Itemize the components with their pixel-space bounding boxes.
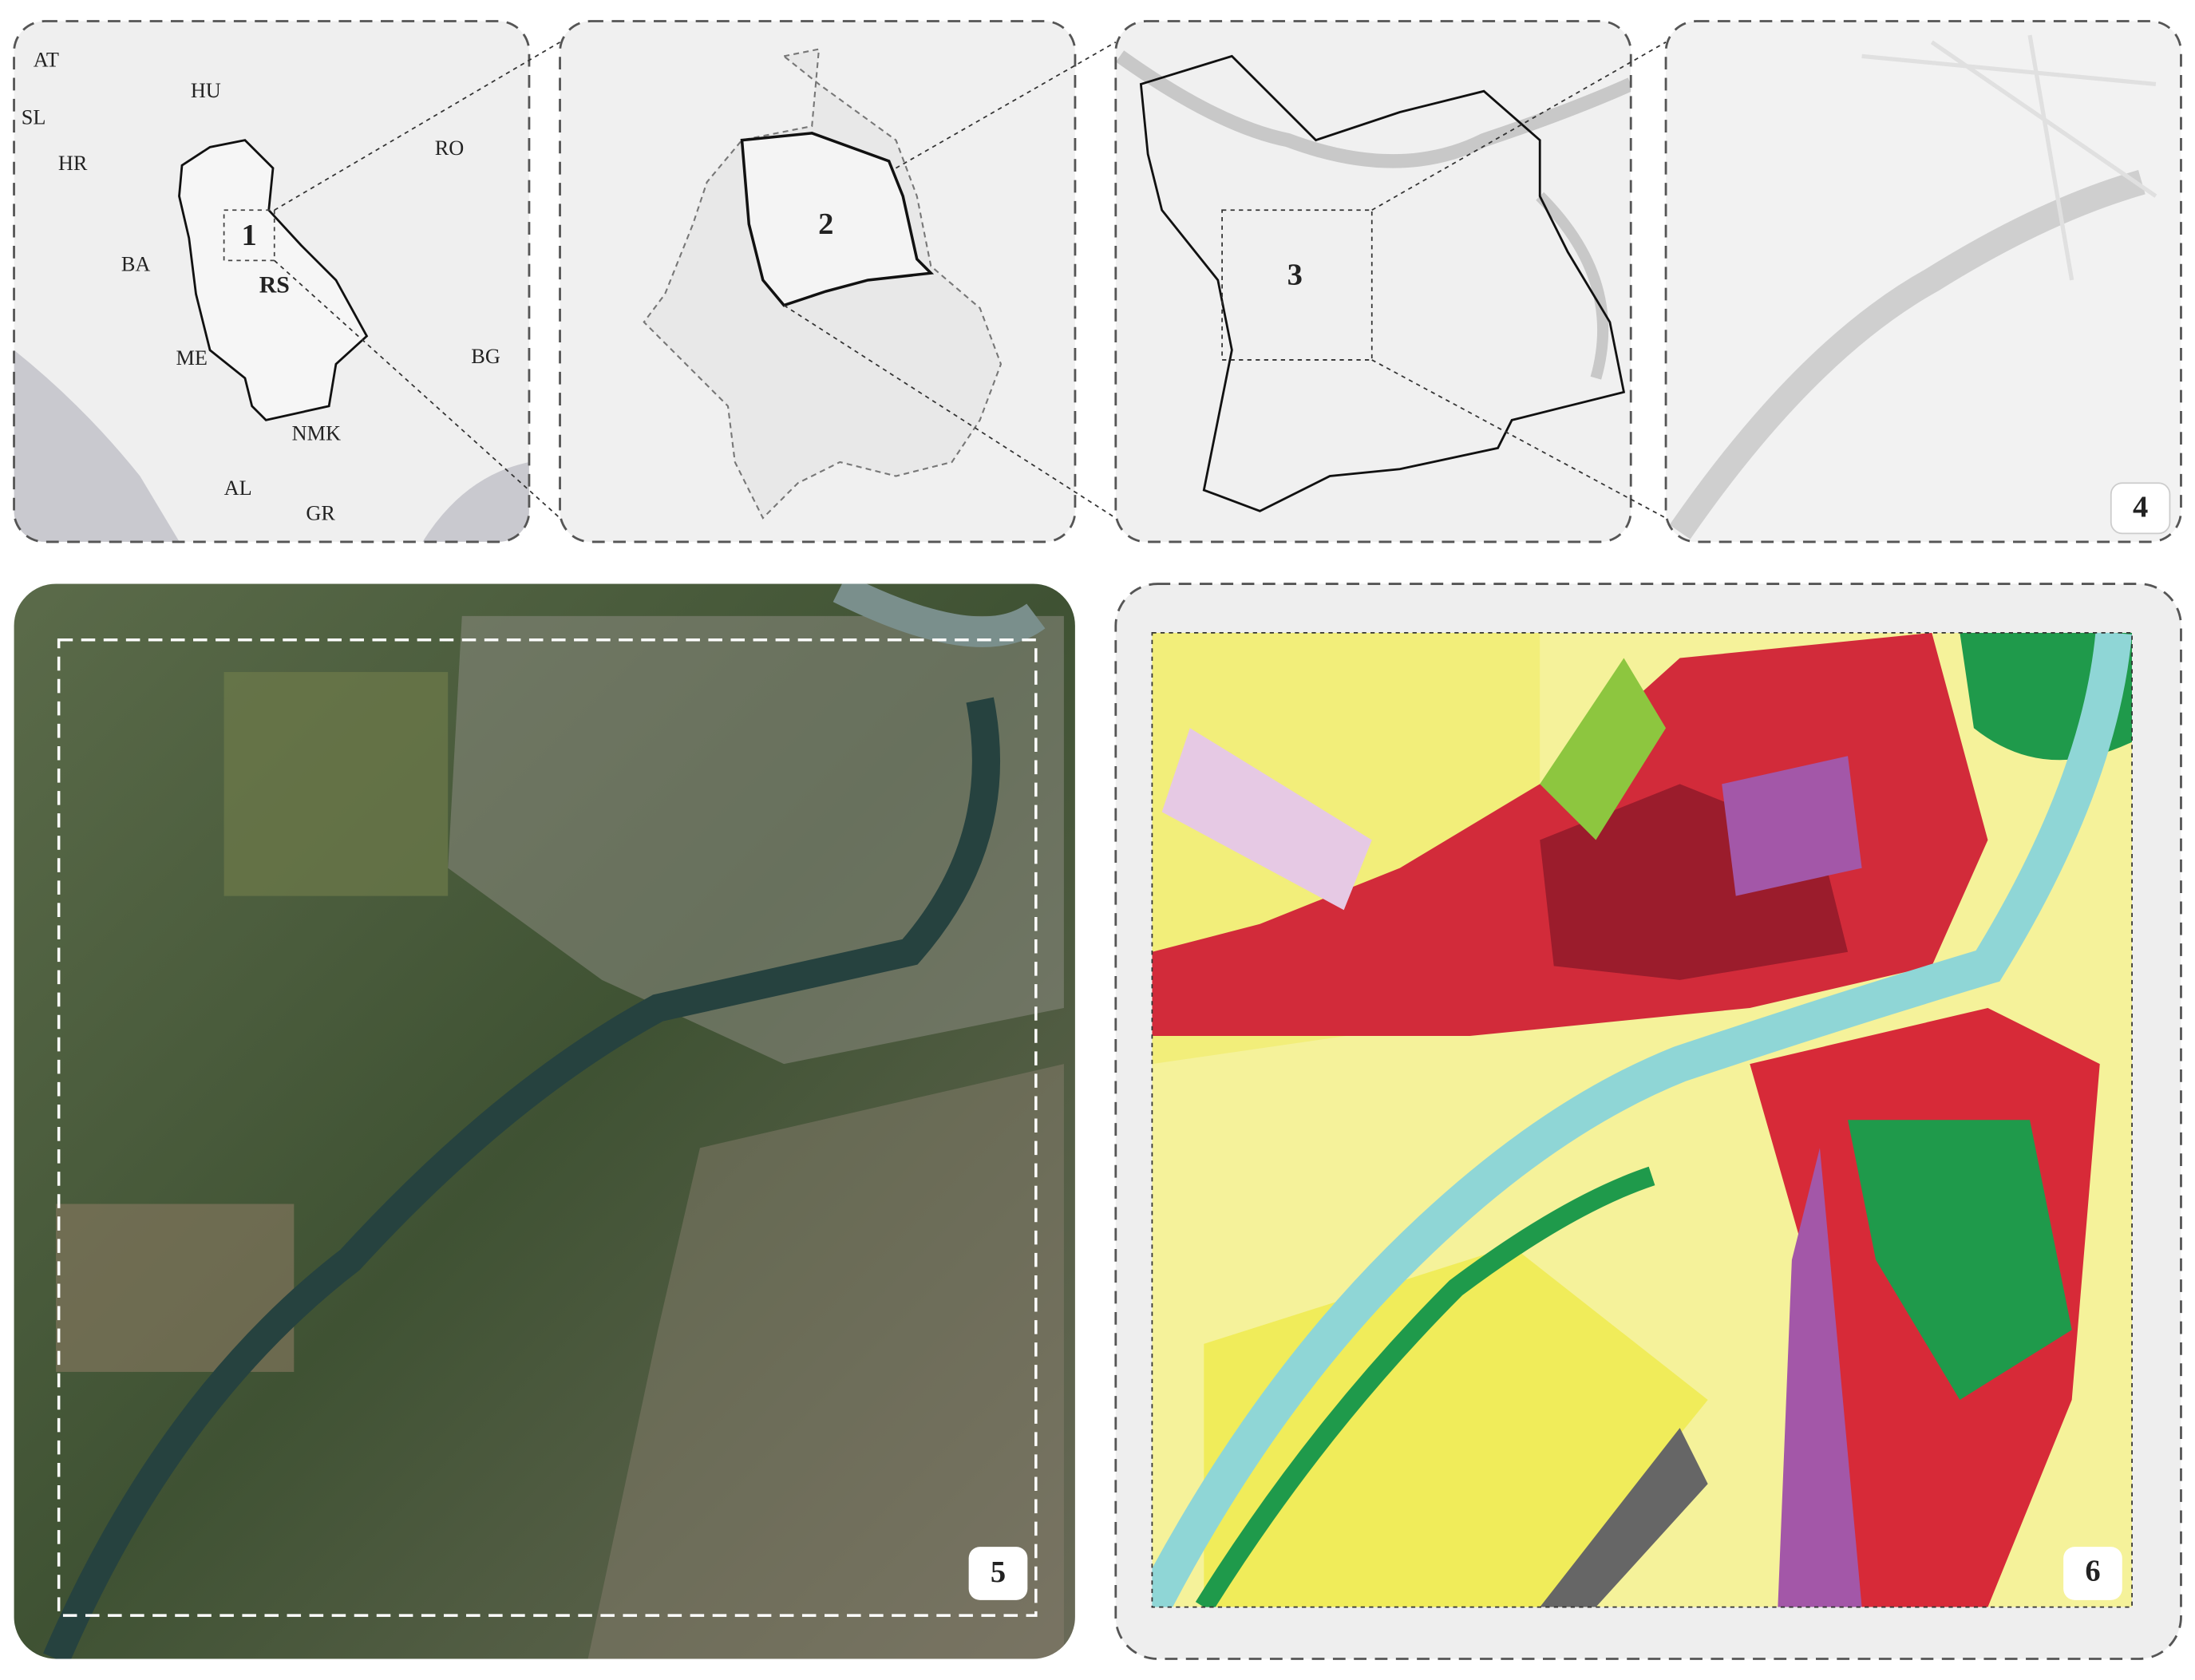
map-panel-4: 4 — [1666, 21, 2181, 542]
panel-number: 1 — [242, 219, 257, 252]
panel-number: 3 — [1287, 258, 1303, 291]
map-panel-1: AT HU SL HR RO BA RS ME BG NMK AL GR 1 — [14, 21, 529, 542]
panel-number: 6 — [2085, 1554, 2100, 1587]
map-extent — [1151, 632, 2133, 1608]
country-label: HU — [191, 79, 221, 102]
country-label: ME — [176, 346, 208, 370]
panel-frame — [1114, 583, 2182, 1660]
connectors — [274, 42, 1667, 519]
country-label: SL — [22, 105, 46, 128]
country-label: HR — [58, 152, 88, 175]
country-label: RS — [259, 272, 290, 298]
number-box — [2063, 1547, 2122, 1600]
country-label: GR — [306, 502, 335, 525]
country-label: AT — [34, 48, 59, 71]
country-label: RO — [435, 136, 465, 160]
country-label: AL — [224, 476, 252, 500]
panel-number: 5 — [991, 1555, 1006, 1589]
map-panel-3: 3 — [1115, 21, 1631, 542]
panel-number: 2 — [818, 208, 833, 241]
map-panel-2: 2 — [560, 21, 1075, 542]
map-panel-6 — [1152, 632, 2133, 1607]
country-label: BA — [121, 252, 151, 275]
panel-number: 4 — [2133, 490, 2148, 524]
country-label: BG — [471, 345, 500, 368]
country-label: NMK — [292, 422, 341, 445]
map-panel-5: 5 — [14, 583, 1075, 1659]
